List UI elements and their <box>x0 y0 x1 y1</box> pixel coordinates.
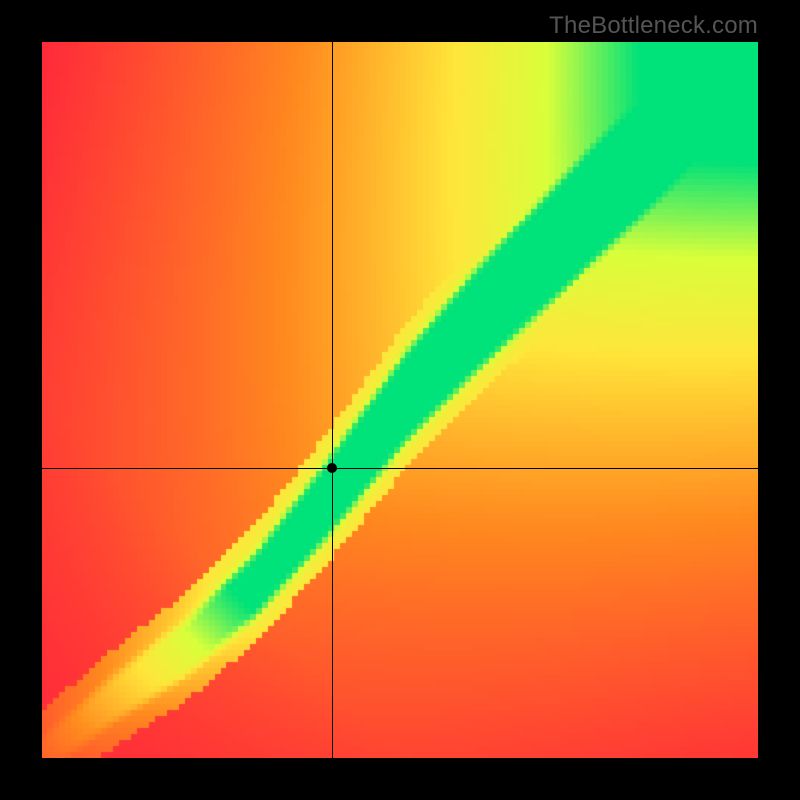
crosshair-horizontal <box>42 468 758 469</box>
crosshair-marker <box>327 463 337 473</box>
chart-outer: TheBottleneck.com <box>0 0 800 800</box>
bottleneck-heatmap <box>42 42 758 758</box>
watermark-text: TheBottleneck.com <box>549 12 758 40</box>
plot-area <box>42 42 758 758</box>
crosshair-vertical <box>332 42 333 758</box>
